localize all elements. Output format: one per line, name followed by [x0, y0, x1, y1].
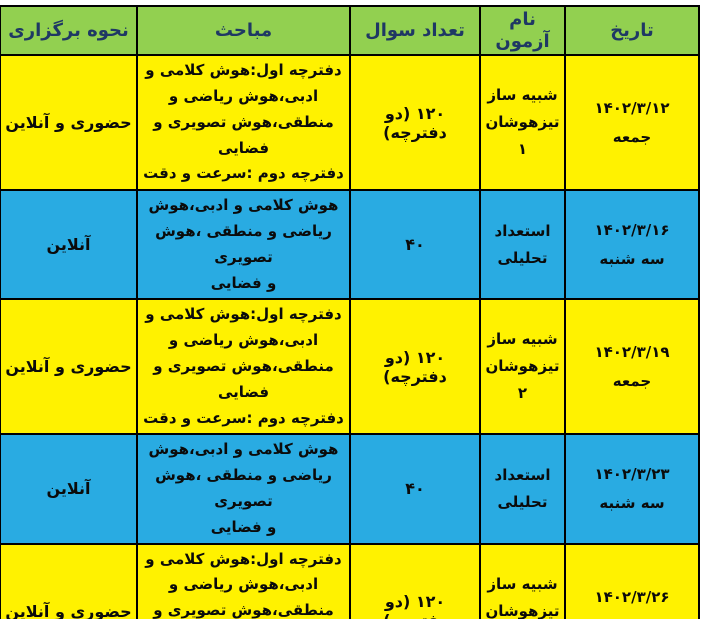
count-cell: ۱۲۰ (دو دفترچه): [349, 298, 481, 436]
table-body: ۱۴۰۲/۳/۱۲ جمعه شبیه ساز تیزهوشان ۱ ۱۲۰ (دو…: [0, 54, 700, 619]
topics-cell: هوش کلامی و ادبی،هوش ریاضی و منطقی ،هوش …: [136, 433, 351, 545]
exam-cell: شبیه ساز تیزهوشان ۱: [479, 54, 566, 192]
table-row: ۱۴۰۲/۳/۲۳ سه شنبه استعداد تحلیلی ۴۰ هوش کلا…: [0, 433, 700, 545]
exam-cell: شبیه ساز تیزهوشان ۲: [479, 298, 566, 436]
method-cell: آنلاین: [0, 189, 138, 301]
date-cell: ۱۴۰۲/۳/۱۹ جمعه: [564, 298, 700, 436]
exam-cell: استعداد تحلیلی: [479, 433, 566, 545]
date-cell: ۱۴۰۲/۳/۲۳ سه شنبه: [564, 433, 700, 545]
column-header-topics: مباحث: [136, 4, 351, 57]
exam-schedule-table: تاریخ نام آزمون تعداد سوال مباحث نحوه برگزار…: [0, 4, 700, 619]
column-header-date: تاریخ: [564, 4, 700, 57]
table-row: ۱۴۰۲/۳/۱۶ سه شنبه استعداد تحلیلی ۴۰ هوش کلا…: [0, 189, 700, 301]
exam-cell: استعداد تحلیلی: [479, 189, 566, 301]
topics-cell: دفترچه اول:هوش کلامی و ادبی،هوش ریاضی و …: [136, 54, 351, 192]
date-cell: ۱۴۰۲/۳/۱۶ سه شنبه: [564, 189, 700, 301]
method-cell: حضوری و آنلاین: [0, 54, 138, 192]
count-cell: ۱۲۰ (دو دفترچه): [349, 542, 481, 619]
header-row: تاریخ نام آزمون تعداد سوال مباحث نحوه برگزار…: [0, 4, 700, 57]
topics-cell: دفترچه اول:هوش کلامی و ادبی،هوش ریاضی و …: [136, 542, 351, 619]
date-cell: ۱۴۰۲/۳/۱۲ جمعه: [564, 54, 700, 192]
count-cell: ۴۰: [349, 433, 481, 545]
table-row: ۱۴۰۲/۳/۱۹ جمعه شبیه ساز تیزهوشان ۲ ۱۲۰ (دو…: [0, 298, 700, 436]
method-cell: حضوری و آنلاین: [0, 542, 138, 619]
topics-cell: دفترچه اول:هوش کلامی و ادبی،هوش ریاضی و …: [136, 298, 351, 436]
count-cell: ۱۲۰ (دو دفترچه): [349, 54, 481, 192]
method-cell: حضوری و آنلاین: [0, 298, 138, 436]
date-cell: ۱۴۰۲/۳/۲۶ جمعه: [564, 542, 700, 619]
topics-cell: هوش کلامی و ادبی،هوش ریاضی و منطقی ،هوش …: [136, 189, 351, 301]
table-row: ۱۴۰۲/۳/۱۲ جمعه شبیه ساز تیزهوشان ۱ ۱۲۰ (دو…: [0, 54, 700, 192]
column-header-exam: نام آزمون: [479, 4, 566, 57]
count-cell: ۴۰: [349, 189, 481, 301]
column-header-method: نحوه برگزاری: [0, 4, 138, 57]
exam-cell: شبیه ساز تیزهوشان ۳: [479, 542, 566, 619]
method-cell: آنلاین: [0, 433, 138, 545]
column-header-count: تعداد سوال: [349, 4, 481, 57]
